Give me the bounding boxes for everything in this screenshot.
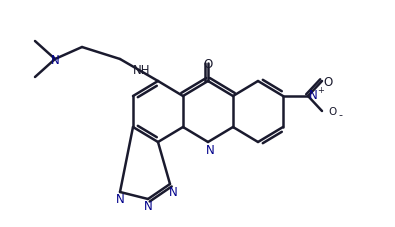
Text: N: N bbox=[51, 53, 59, 66]
Text: O: O bbox=[203, 57, 213, 70]
Text: N: N bbox=[116, 193, 124, 206]
Text: N: N bbox=[206, 144, 214, 157]
Text: N: N bbox=[308, 88, 317, 101]
Text: -: - bbox=[338, 109, 342, 119]
Text: N: N bbox=[169, 185, 177, 198]
Text: NH: NH bbox=[133, 63, 151, 76]
Text: O: O bbox=[324, 75, 333, 88]
Text: +: + bbox=[318, 85, 324, 94]
Text: N: N bbox=[144, 200, 152, 212]
Text: O: O bbox=[328, 106, 336, 116]
